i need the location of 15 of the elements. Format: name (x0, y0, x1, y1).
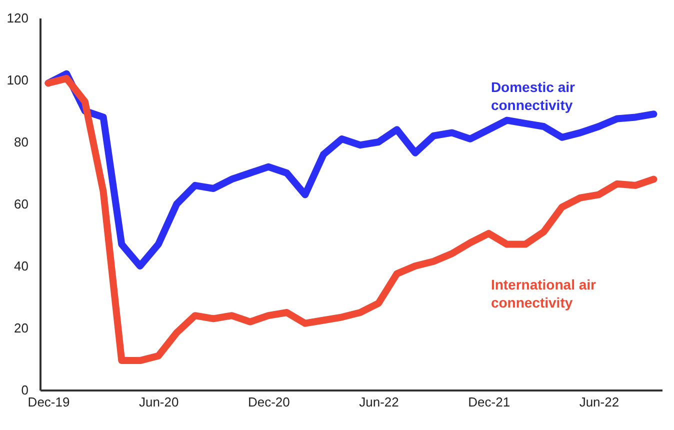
x-tick-label: Jun-20 (138, 394, 179, 410)
x-tick-label: Dec-21 (468, 394, 510, 410)
y-tick-label: 40 (14, 258, 28, 274)
x-tick-label: Jun-22 (579, 394, 620, 410)
y-tick-label: 20 (14, 320, 28, 336)
y-tick-label: 120 (6, 10, 28, 26)
series-label: Domestic air connectivity (490, 79, 576, 114)
y-tick-label: 60 (14, 196, 28, 212)
x-tick-label: Dec-19 (28, 394, 70, 410)
text: International air connectivity (490, 276, 597, 310)
x-tick-label: Jun-22 (359, 394, 399, 410)
y-tick-label: 100 (6, 72, 28, 88)
y-tick-label: 80 (14, 134, 28, 150)
x-tick-label: Dec-20 (248, 394, 290, 410)
y-tick-label: 0 (21, 382, 28, 398)
